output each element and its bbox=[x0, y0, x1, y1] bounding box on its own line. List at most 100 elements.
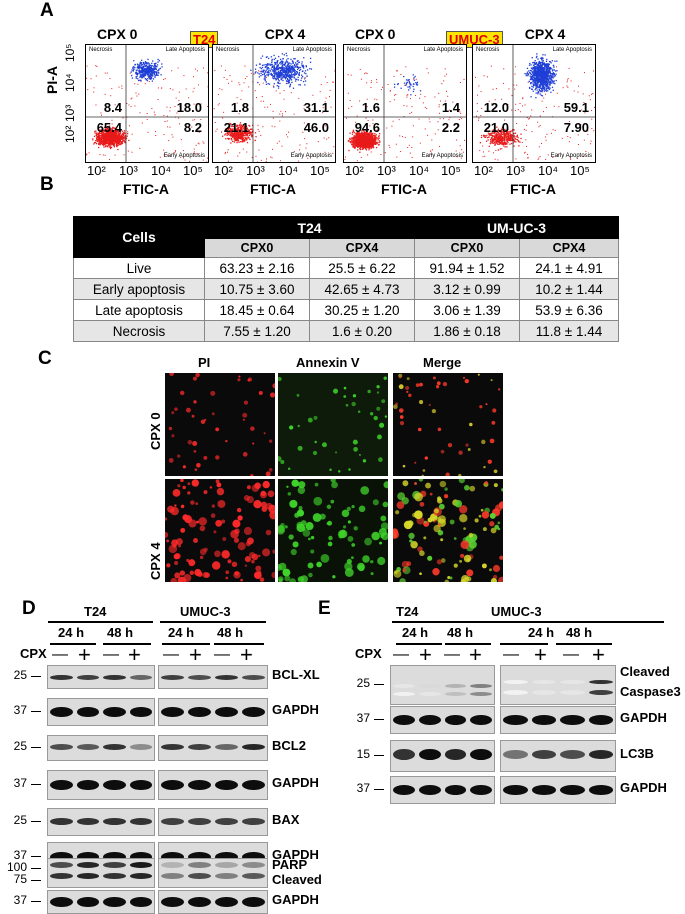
event-dot bbox=[545, 159, 546, 160]
event-dot bbox=[464, 140, 465, 141]
event-dot bbox=[356, 142, 357, 143]
event-dot bbox=[120, 142, 121, 143]
event-dot bbox=[291, 79, 292, 80]
event-dot bbox=[269, 74, 270, 75]
event-dot bbox=[360, 147, 361, 148]
x-axis-label: FTIC-A bbox=[85, 181, 207, 197]
event-dot bbox=[511, 95, 512, 96]
event-dot bbox=[360, 144, 361, 145]
event-dot bbox=[310, 62, 311, 63]
event-dot bbox=[439, 104, 440, 105]
event-dot bbox=[530, 79, 531, 80]
event-dot bbox=[227, 152, 228, 153]
event-dot bbox=[231, 138, 232, 139]
event-dot bbox=[262, 96, 263, 97]
event-dot bbox=[155, 135, 156, 136]
event-dot bbox=[282, 53, 283, 54]
event-dot bbox=[360, 143, 361, 144]
event-dot bbox=[299, 75, 300, 76]
event-dot bbox=[105, 73, 106, 74]
event-dot bbox=[172, 137, 173, 138]
event-dot bbox=[128, 140, 129, 141]
event-dot bbox=[378, 144, 379, 145]
event-dot bbox=[148, 77, 149, 78]
event-dot bbox=[391, 126, 392, 127]
event-dot bbox=[498, 149, 499, 150]
event-dot bbox=[376, 137, 377, 138]
event-dot bbox=[221, 89, 222, 90]
event-dot bbox=[136, 72, 137, 73]
event-dot bbox=[249, 139, 250, 140]
event-dot bbox=[143, 63, 144, 64]
event-dot bbox=[277, 62, 278, 63]
event-dot bbox=[514, 141, 515, 142]
event-dot bbox=[511, 110, 512, 111]
event-dot bbox=[171, 134, 172, 135]
event-dot bbox=[123, 140, 124, 141]
event-dot bbox=[266, 56, 267, 57]
event-dot bbox=[95, 140, 96, 141]
event-dot bbox=[96, 66, 97, 67]
event-dot bbox=[403, 76, 404, 77]
event-dot bbox=[256, 65, 257, 66]
event-dot bbox=[239, 84, 240, 85]
event-dot bbox=[244, 66, 245, 67]
event-dot bbox=[498, 142, 499, 143]
event-dot bbox=[139, 68, 140, 69]
event-dot bbox=[141, 60, 142, 61]
event-dot bbox=[153, 66, 154, 67]
event-dot bbox=[150, 65, 151, 66]
event-dot bbox=[273, 55, 274, 56]
event-dot bbox=[121, 142, 122, 143]
event-dot bbox=[236, 136, 237, 137]
event-dot bbox=[286, 59, 287, 60]
event-dot bbox=[111, 88, 112, 89]
event-dot bbox=[492, 141, 493, 142]
event-dot bbox=[86, 154, 87, 155]
event-dot bbox=[325, 76, 326, 77]
event-dot bbox=[349, 138, 350, 139]
event-dot bbox=[382, 87, 383, 88]
event-dot bbox=[140, 63, 141, 64]
event-dot bbox=[591, 141, 592, 142]
event-dot bbox=[546, 140, 547, 141]
event-dot bbox=[464, 79, 465, 80]
event-dot bbox=[589, 95, 590, 96]
event-dot bbox=[489, 146, 490, 147]
event-dot bbox=[284, 90, 285, 91]
event-dot bbox=[541, 95, 542, 96]
event-dot bbox=[284, 70, 285, 71]
event-dot bbox=[369, 137, 370, 138]
event-dot bbox=[307, 75, 308, 76]
event-dot bbox=[170, 107, 171, 108]
event-dot bbox=[272, 67, 273, 68]
panel-a-label: A bbox=[40, 0, 54, 22]
quadrant-value-early: 2.2 bbox=[442, 120, 460, 135]
event-dot bbox=[102, 137, 103, 138]
event-dot bbox=[438, 93, 439, 94]
event-dot bbox=[551, 133, 552, 134]
event-dot bbox=[484, 75, 485, 76]
event-dot bbox=[520, 134, 521, 135]
event-dot bbox=[241, 90, 242, 91]
event-dot bbox=[246, 139, 247, 140]
event-dot bbox=[532, 57, 533, 58]
event-dot bbox=[103, 144, 104, 145]
event-dot bbox=[238, 82, 239, 83]
event-dot bbox=[509, 144, 510, 145]
event-dot bbox=[283, 99, 284, 100]
event-dot bbox=[354, 139, 355, 140]
x-tick-label: 10² bbox=[87, 163, 106, 178]
event-dot bbox=[139, 70, 140, 71]
event-dot bbox=[348, 140, 349, 141]
event-dot bbox=[112, 144, 113, 145]
event-dot bbox=[496, 142, 497, 143]
event-dot bbox=[174, 106, 175, 107]
event-dot bbox=[214, 108, 215, 109]
event-dot bbox=[460, 145, 461, 146]
event-dot bbox=[490, 139, 491, 140]
event-dot bbox=[353, 143, 354, 144]
event-dot bbox=[273, 86, 274, 87]
event-dot bbox=[99, 154, 100, 155]
event-dot bbox=[183, 150, 184, 151]
